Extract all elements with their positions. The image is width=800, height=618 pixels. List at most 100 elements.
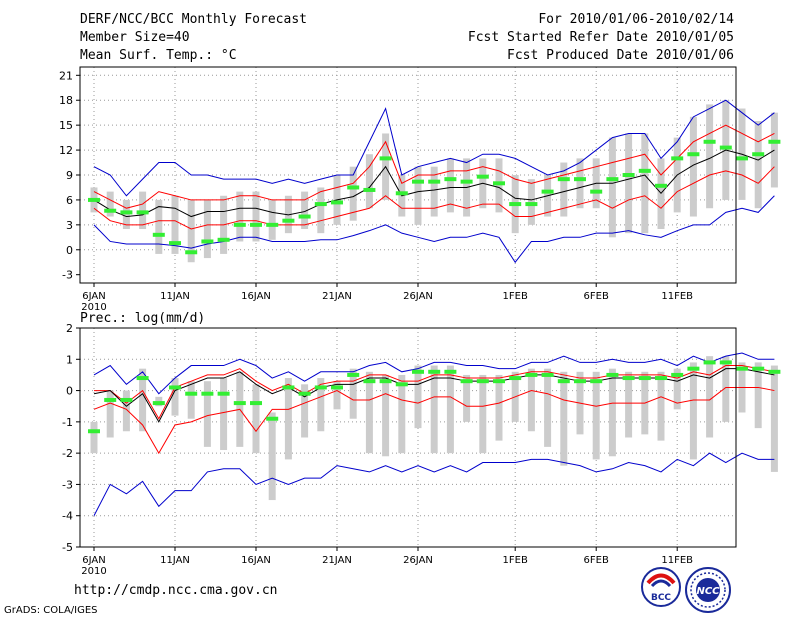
plot2-spread-box (479, 374, 487, 454)
plot2-spread-box (106, 390, 114, 438)
plot1-observed-marker (347, 185, 360, 190)
plot2-observed-marker (671, 372, 684, 377)
plot2-observed-marker (298, 391, 311, 396)
bcc-logo-text: BCC (651, 593, 671, 603)
plot2-spread-box (657, 371, 665, 441)
plot1-observed-marker (428, 179, 441, 184)
plot1-observed-marker (444, 177, 457, 182)
plot2-spread-box (608, 368, 616, 457)
plot1-spread-box (689, 116, 697, 217)
member-size: Member Size=40 (80, 30, 190, 45)
plot2-observed-marker (395, 382, 408, 387)
plot1-observed-marker (136, 210, 149, 215)
plot1-ytick-label: 12 (59, 144, 73, 157)
plot2-xtick-label: 21JAN (322, 555, 352, 566)
plot1-observed-marker (655, 183, 667, 188)
plot1-spread-box (641, 133, 649, 234)
plot2-spread-box (625, 371, 633, 438)
plot2-observed-marker (444, 369, 457, 374)
plot1-line-ensemble-max (93, 99, 775, 197)
plot2-observed-marker (590, 379, 603, 384)
plot2-spread-box (268, 412, 276, 501)
plot1-xtick-label: 16JAN (241, 291, 271, 302)
plot1-spread-box (171, 195, 179, 254)
plot2-spread-box (414, 365, 422, 429)
plot2-observed-marker (363, 379, 376, 384)
plot1-observed-marker (379, 156, 392, 161)
plot2-observed-marker (703, 360, 716, 365)
plot1-spread-box (706, 104, 714, 209)
plot2-observed-marker (768, 369, 781, 374)
plot1-line-ensemble-min (93, 195, 775, 264)
plot2-line-mean-sd (93, 386, 775, 455)
plot2-observed-marker (557, 379, 570, 384)
bcc-logo-icon: BCC (641, 567, 681, 607)
plot2-spread-box (495, 374, 503, 441)
plot2-line-mean-sd (94, 365, 775, 420)
site-url-link[interactable]: http://cmdp.ncc.cma.gov.cn (74, 583, 278, 598)
plot2-spread-box (463, 374, 471, 422)
plot2-xtick-label: 26JAN (403, 555, 433, 566)
plot1-observed-marker (476, 174, 489, 179)
plot1-spread-box (560, 162, 568, 217)
plot2-line-ensemble-max (93, 352, 775, 395)
fcst-produced-date: Fcst Produced Date 2010/01/06 (507, 48, 734, 63)
plot1-ytick-label: 9 (66, 169, 73, 182)
plot2-observed-marker (655, 376, 667, 381)
plot1-spread-box (495, 158, 503, 213)
plot1-spread-box (139, 191, 147, 229)
plot1-xtick-label: 11JAN (160, 291, 190, 302)
plot1-line-ensemble-mean (93, 149, 775, 218)
plot1-spread-box (754, 121, 762, 209)
plot2-observed-marker (185, 391, 198, 396)
plot1-spread-box (236, 191, 244, 242)
plot1-observed-marker (250, 222, 262, 227)
plot1-spread-box (430, 166, 438, 217)
plot1-observed-marker (120, 210, 133, 215)
plot1-spread-box (122, 199, 130, 229)
plot2-observed-marker (493, 379, 505, 384)
variable-label-prec: Prec.: log(mm/d) (80, 311, 206, 326)
plot2-observed-marker (460, 379, 473, 384)
plot1-observed-marker (298, 214, 311, 219)
plot2-ytick-label: -1 (62, 416, 73, 429)
plot2-observed-marker (201, 391, 214, 396)
plot1-ytick-label: 18 (59, 94, 73, 107)
plot2-observed-marker (541, 372, 554, 377)
plot1-observed-marker (703, 139, 716, 144)
plot1-line-mean-sd (93, 166, 775, 230)
plot2-spread-box (689, 362, 697, 460)
plot2-spread-box (592, 371, 600, 460)
plot2-ytick-label: 0 (66, 385, 73, 398)
plot2-observed-marker (314, 385, 327, 390)
ncc-logo-text: NCC (696, 586, 720, 597)
plot2-spread-box (673, 368, 681, 410)
grads-credit: GrADS: COLA/IGES (4, 605, 98, 616)
plot1-spread-box (625, 133, 633, 234)
plot1-xtick-label: 26JAN (403, 291, 433, 302)
plot2-spread-box (252, 384, 260, 454)
plot2-spread-box (544, 368, 552, 447)
plot2-spread-box (527, 368, 535, 432)
plot2-observed-marker (606, 372, 619, 377)
plot1-observed-marker (460, 179, 473, 184)
plot1-observed-marker (509, 202, 522, 207)
plot1-spread-box (365, 154, 373, 209)
plot1-observed-marker (201, 239, 214, 244)
plot1-spread-box (414, 166, 422, 225)
plot2-ytick-label: -2 (62, 447, 73, 460)
plot2-xtick-label: 16JAN (241, 555, 271, 566)
plot2-spread-box (754, 362, 762, 429)
plot2-xtick-label: 6JAN (82, 555, 105, 566)
ncc-logo-icon: NCC (685, 567, 731, 613)
plot1-spread-box (252, 191, 260, 242)
plot2-ytick-label: -4 (62, 510, 73, 523)
plot1-ytick-label: 3 (66, 219, 73, 232)
plot2-observed-marker (88, 429, 100, 434)
plot2-spread-box (706, 356, 714, 438)
plot1-xtick-label: 21JAN (322, 291, 352, 302)
plot2-xtick-label: 6FEB (584, 555, 609, 566)
plot1-spread-box (317, 187, 325, 234)
plot1-observed-marker (314, 202, 327, 207)
